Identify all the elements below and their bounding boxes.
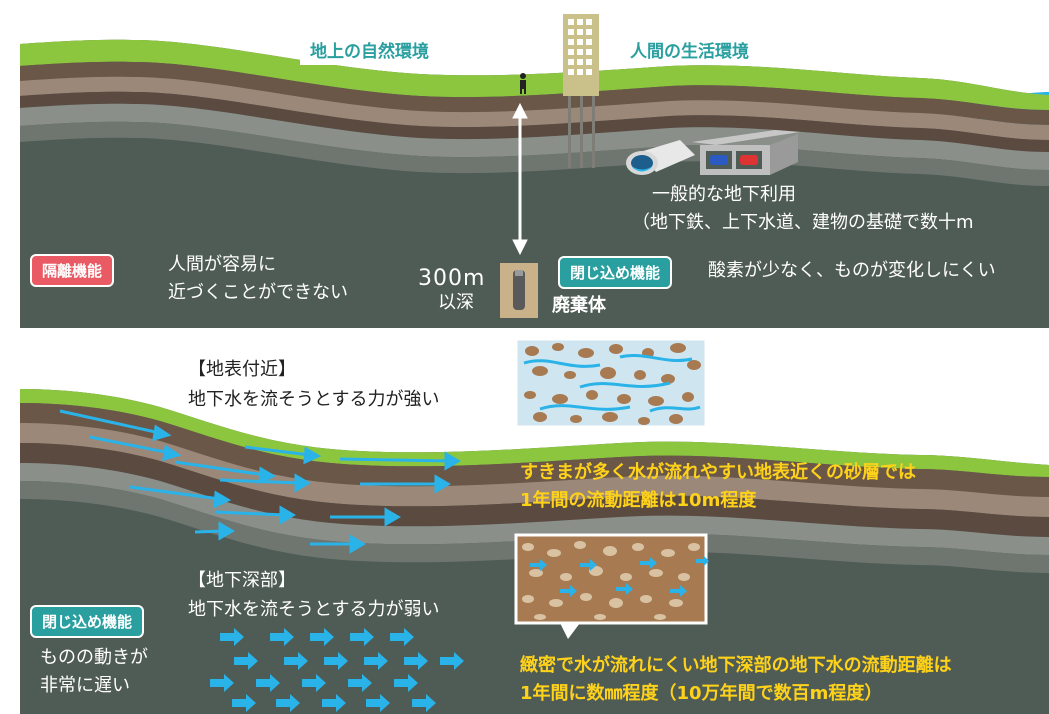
waste-label: 廃棄体 xyxy=(552,295,606,316)
dense-layer-inset xyxy=(514,533,709,639)
containment-tag-top: 閉じ込め機能 xyxy=(558,256,673,289)
containment-line2: 非常に遅い xyxy=(40,675,130,696)
env-natural-label: 地上の自然環境 xyxy=(300,34,439,65)
waste-container-icon xyxy=(500,263,538,318)
deep-title: 【地下深部】 xyxy=(188,570,296,591)
sand-layer-inset xyxy=(514,337,708,443)
depth-arrow xyxy=(512,102,528,256)
subway-icon xyxy=(692,130,800,175)
deep-desc: 地下水を流そうとする力が弱い xyxy=(188,599,440,620)
surface-desc: 地下水を流そうとする力が強い xyxy=(188,389,440,410)
deep-note-line2: 1年間に数㎜程度（10万年間で数百m程度） xyxy=(520,683,883,704)
pipe-icon xyxy=(626,140,695,175)
person-icon xyxy=(520,73,526,94)
depth-suffix: 以深 xyxy=(438,292,474,313)
bottom-scene xyxy=(20,337,1049,714)
isolation-tag: 隔離機能 xyxy=(30,254,115,287)
general-use-detail: （地下鉄、上下水道、建物の基礎で数十m xyxy=(632,212,974,233)
surface-note-line2: 1年間の流動距離は10m程度 xyxy=(520,490,757,511)
deep-note-line1: 緻密で水が流れにくい地下深部の地下水の流動距離は xyxy=(520,655,952,676)
top-scene xyxy=(20,0,1049,328)
isolation-line1: 人間が容易に xyxy=(168,254,276,275)
env-human-label: 人間の生活環境 xyxy=(620,34,759,65)
top-panel: 地上の自然環境 人間の生活環境 一般的な地下利用 （地下鉄、上下水道、建物の基礎… xyxy=(20,0,1049,328)
surface-title: 【地表付近】 xyxy=(188,359,296,380)
containment-line1: ものの動きが xyxy=(40,647,148,668)
depth-value: 300m xyxy=(418,266,486,291)
general-use-title: 一般的な地下利用 xyxy=(652,184,796,205)
surface-note-line1: すきまが多く水が流れやすい地表近くの砂層では xyxy=(520,462,916,483)
isolation-line2: 近づくことができない xyxy=(168,282,348,303)
containment-tag-bottom: 閉じ込め機能 xyxy=(30,605,145,638)
surface-flow-arrows xyxy=(59,409,461,554)
containment-desc-top: 酸素が少なく、ものが変化しにくい xyxy=(708,260,996,281)
deep-flow-arrows xyxy=(210,628,464,712)
bottom-panel: 【地表付近】 地下水を流そうとする力が強い すきまが多く水が流れやすい地表近くの… xyxy=(20,337,1049,714)
